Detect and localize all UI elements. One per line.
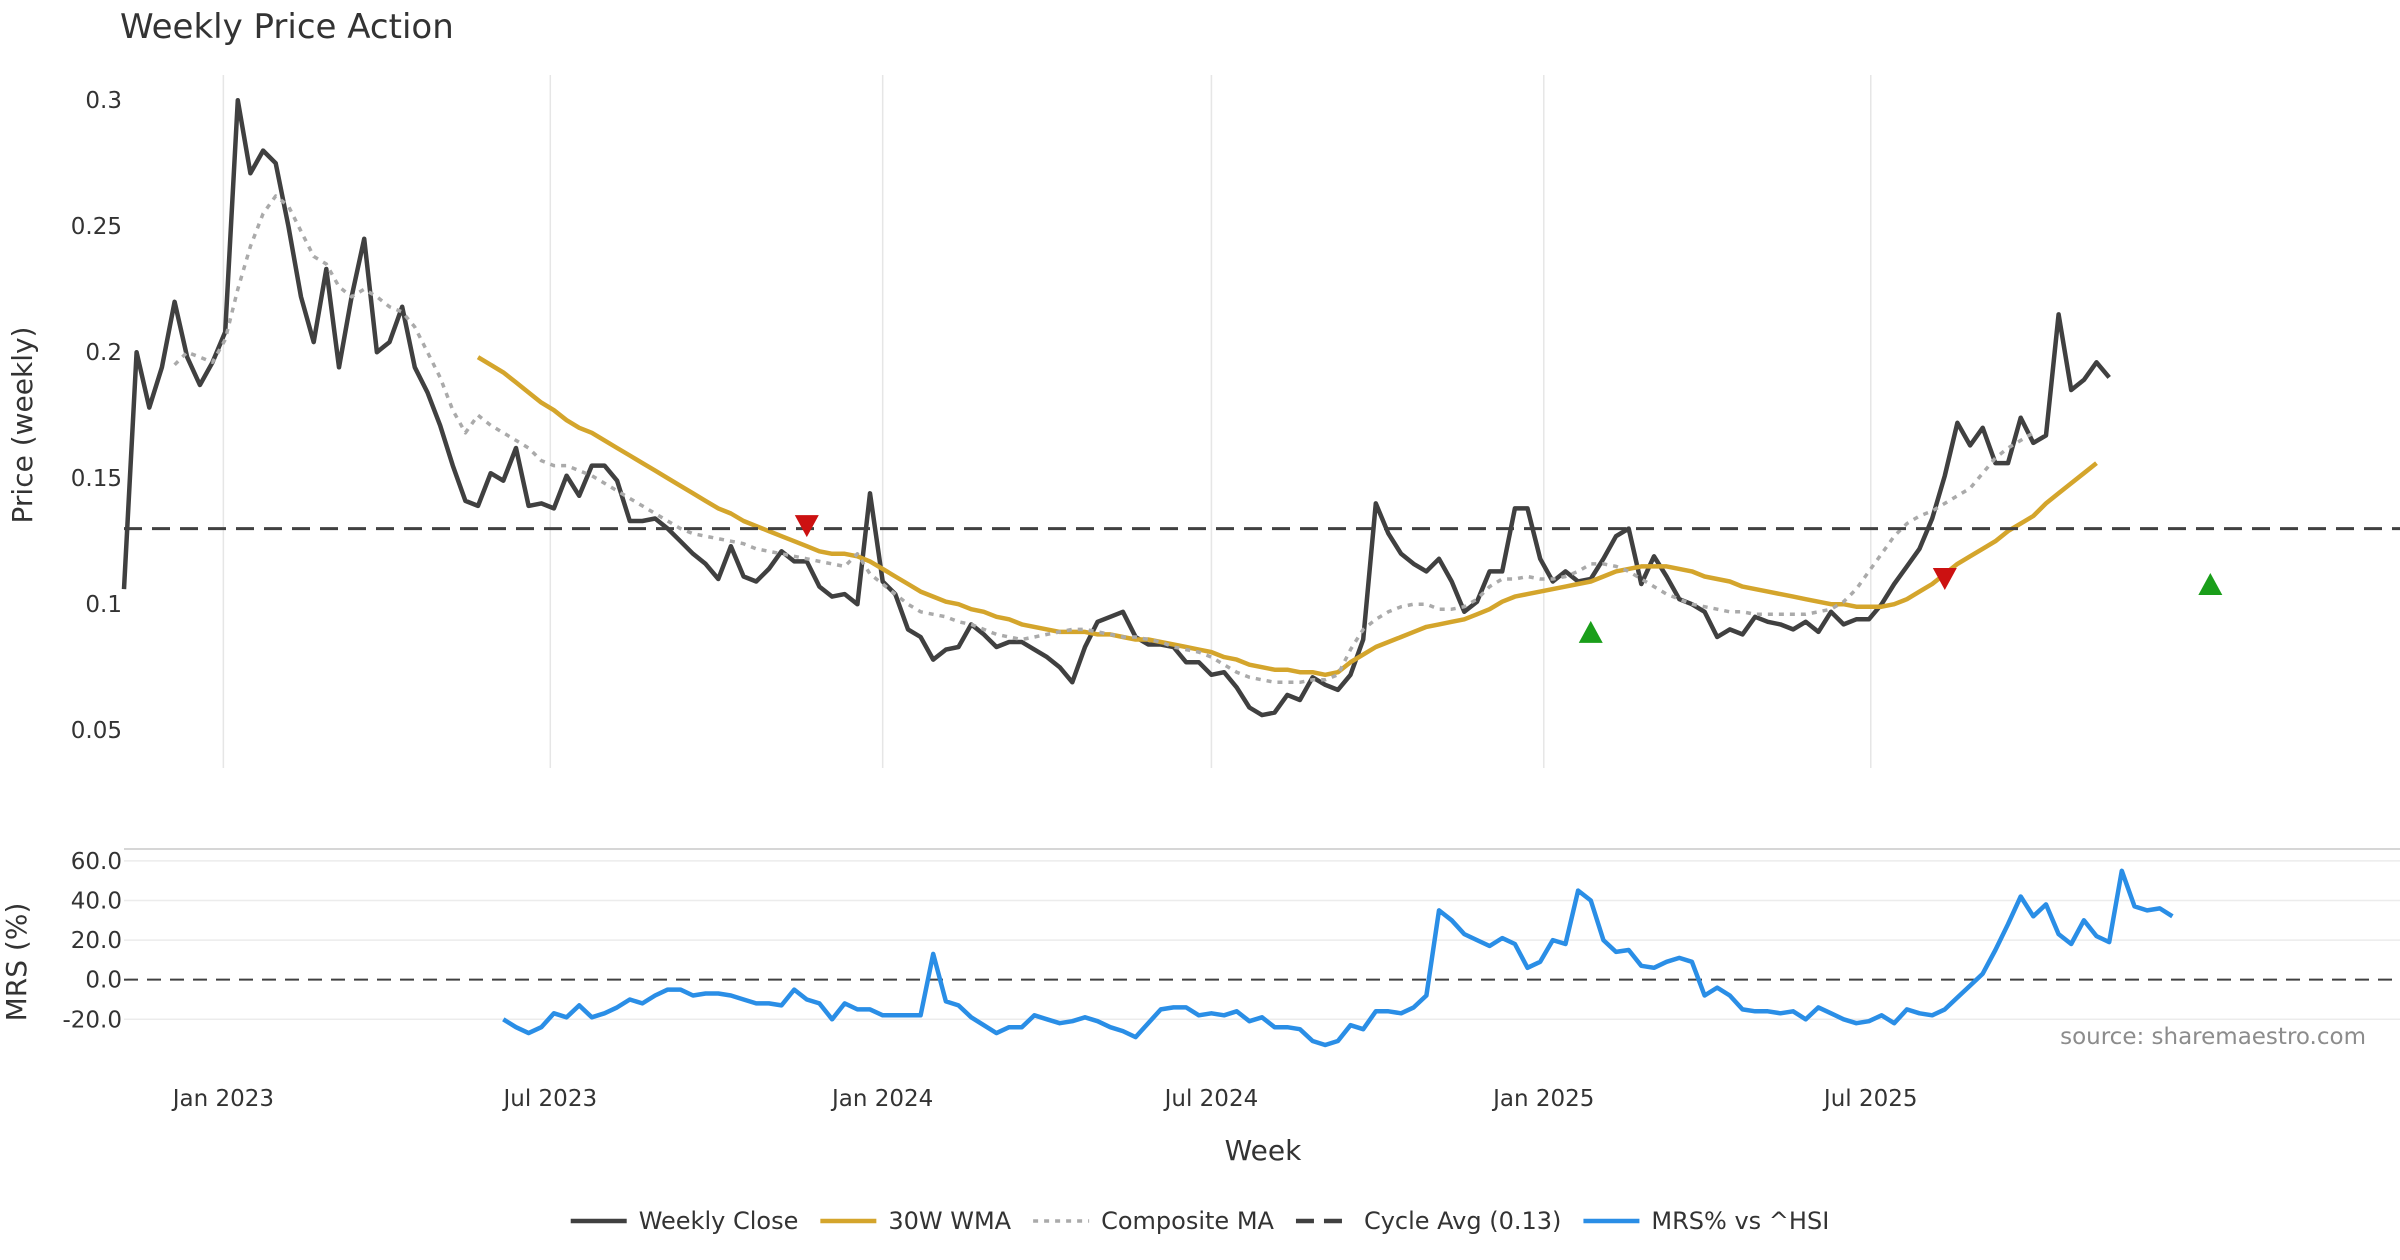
- x-tick-label: Jan 2025: [1491, 1086, 1594, 1112]
- price-x-gridlines: [222, 75, 1872, 768]
- price-y-tick-label: 0.1: [85, 592, 122, 618]
- price-y-tick-label: 0.2: [85, 340, 122, 366]
- price-y-tick-label: 0.15: [71, 466, 122, 492]
- mrs-y-ticks: 60.0 40.0 20.0 0.0 -20.0: [62, 849, 122, 1033]
- mrs-y-tick-label: 40.0: [71, 888, 122, 914]
- price-y-ticks: 0.3 0.25 0.2 0.15 0.1 0.05: [71, 88, 122, 744]
- mrs-series: [502, 868, 2174, 1048]
- x-tick-label: Jan 2023: [171, 1086, 274, 1112]
- mrs-y-axis-label: MRS (%): [0, 903, 33, 1022]
- sell-signal-marker: [794, 515, 819, 538]
- series-mrs-line: [502, 868, 2174, 1048]
- legend-label: MRS% vs ^HSI: [1651, 1207, 1829, 1235]
- buy-signal-marker: [1578, 620, 1603, 643]
- legend-label: Cycle Avg (0.13): [1364, 1207, 1561, 1235]
- x-tick-label: Jan 2024: [830, 1086, 933, 1112]
- sell-signal-marker: [1932, 568, 1957, 590]
- x-tick-label: Jul 2024: [1163, 1086, 1259, 1112]
- legend-label: Weekly Close: [639, 1207, 799, 1235]
- legend-label: 30W WMA: [888, 1207, 1011, 1235]
- mrs-panel: 60.0 40.0 20.0 0.0 -20.0 MRS (%) source: sha…: [0, 848, 2400, 1050]
- series-weekly-close-line: [121, 97, 2111, 718]
- mrs-y-tick-label: 20.0: [71, 928, 122, 954]
- legend-label: Composite MA: [1101, 1207, 1274, 1235]
- legend: Weekly Close 30W WMA Composite MA Cycle Avg…: [570, 1207, 1829, 1235]
- price-y-axis-label: Price (weekly): [6, 327, 39, 524]
- series-composite-ma-line: [173, 194, 2035, 685]
- mrs-y-tick-label: 60.0: [71, 849, 122, 875]
- source-annotation: source: sharemaestro.com: [2060, 1024, 2366, 1050]
- x-tick-label: Jul 2025: [1822, 1086, 1918, 1112]
- signal-markers: [794, 515, 2223, 643]
- buy-signal-marker: [2198, 573, 2223, 596]
- x-axis-ticks: Jan 2023 Jul 2023 Jan 2024 Jul 2024 Jan 2025…: [171, 1086, 1918, 1112]
- price-series: [121, 97, 2400, 718]
- x-axis-label: Week: [1225, 1134, 1302, 1167]
- chart-title: Weekly Price Action: [120, 7, 454, 47]
- price-y-tick-label: 0.05: [71, 718, 122, 744]
- x-tick-label: Jul 2023: [501, 1086, 597, 1112]
- price-y-tick-label: 0.25: [71, 214, 122, 240]
- price-y-tick-label: 0.3: [85, 88, 122, 114]
- mrs-y-tick-label: 0.0: [85, 968, 122, 994]
- series-30w-wma-line: [476, 355, 2098, 678]
- price-panel: 0.3 0.25 0.2 0.15 0.1 0.05 Price (weekly): [6, 75, 2400, 768]
- mrs-y-tick-label: -20.0: [62, 1007, 122, 1033]
